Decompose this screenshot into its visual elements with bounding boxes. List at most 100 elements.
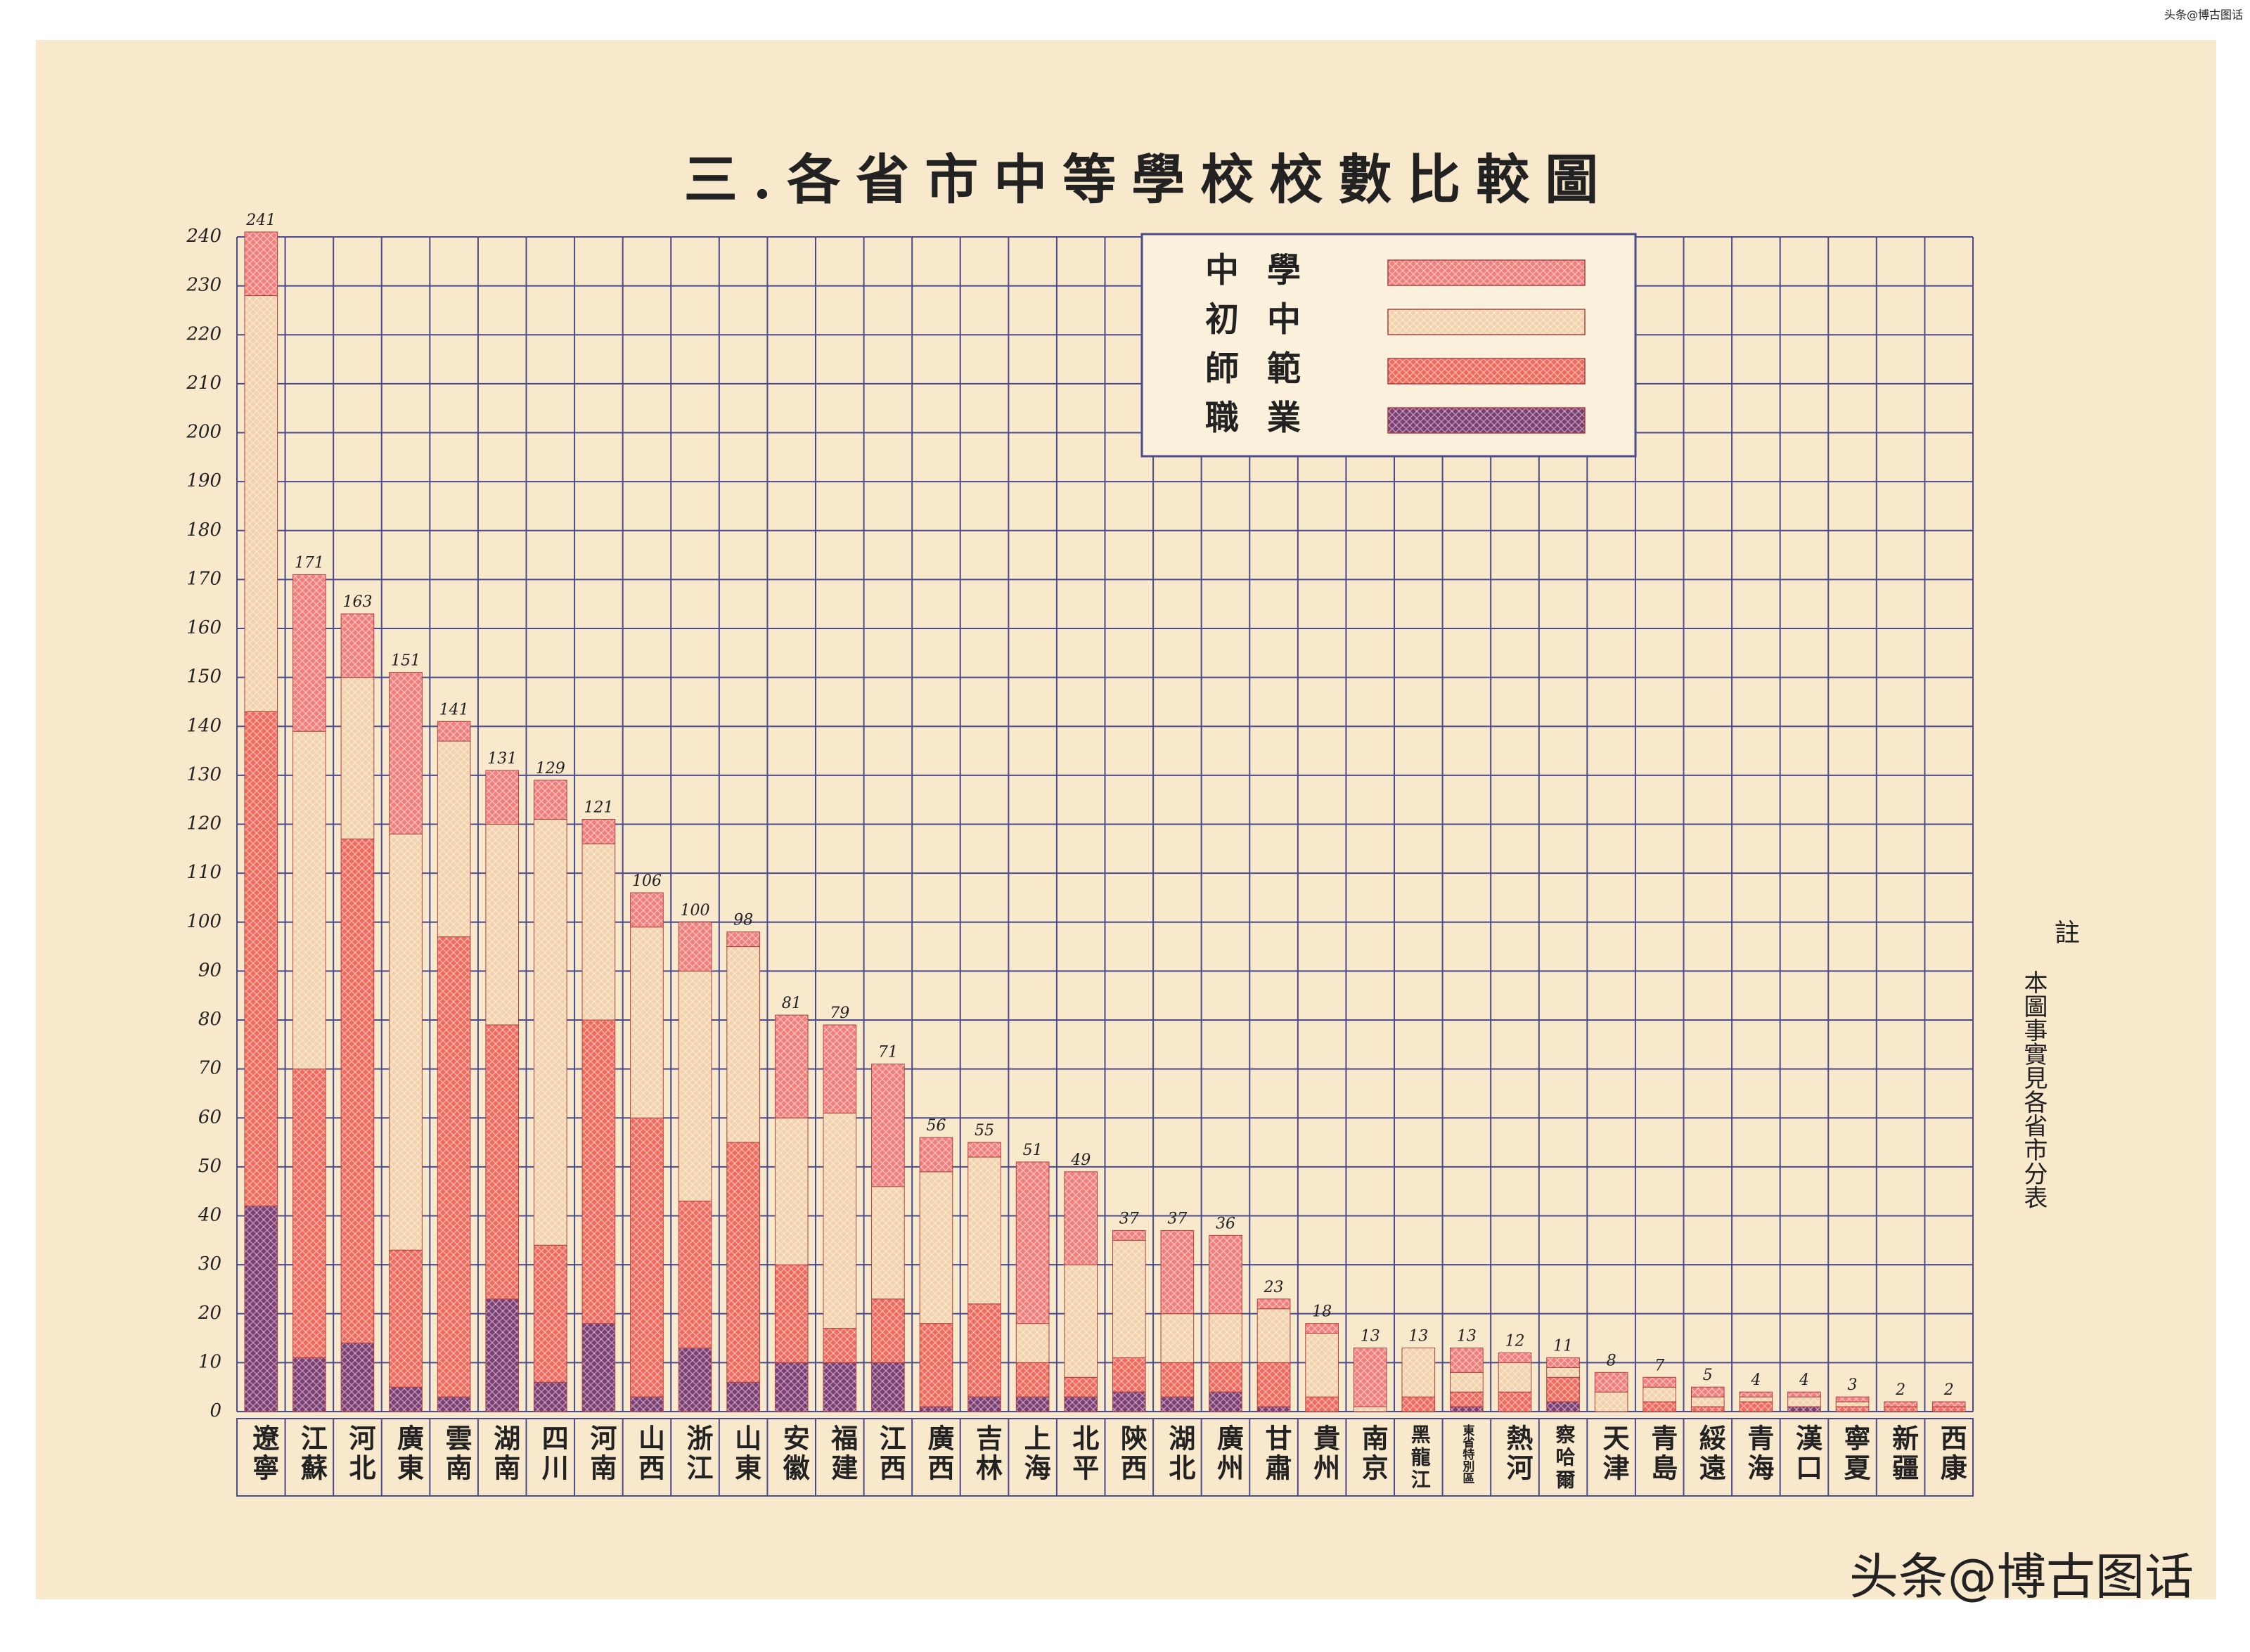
- bar-segment: [678, 922, 712, 972]
- bar-segment: [1305, 1396, 1339, 1412]
- bar-segment: [389, 1249, 423, 1388]
- bar-segment: [823, 1362, 857, 1412]
- value-label: 7: [1654, 1357, 1664, 1374]
- legend-swatch: [1387, 259, 1586, 286]
- y-tick-label: 0: [210, 1400, 221, 1421]
- bar-segment: [1450, 1372, 1484, 1393]
- bar-segment: [1209, 1391, 1242, 1412]
- bar-segment: [1450, 1406, 1484, 1412]
- x-tick-label: 山西: [634, 1424, 665, 1483]
- x-tick-label: 天津: [1598, 1424, 1630, 1483]
- bar-segment: [774, 1362, 809, 1412]
- bar-segment: [1739, 1401, 1773, 1412]
- bar-segment: [1112, 1230, 1146, 1241]
- bar-segment: [1835, 1406, 1870, 1412]
- value-label: 18: [1312, 1303, 1332, 1321]
- bar-segment: [1450, 1347, 1484, 1373]
- y-tick-label: 110: [186, 862, 221, 883]
- bar-segment: [919, 1137, 953, 1173]
- x-tick-label: 察哈爾: [1553, 1424, 1576, 1492]
- bar-segment: [437, 936, 471, 1398]
- bar-segment: [485, 1024, 520, 1300]
- bar-segment: [1305, 1333, 1339, 1398]
- bar-segment: [340, 1343, 375, 1412]
- bar-segment: [919, 1171, 953, 1324]
- bar-segment: [678, 1201, 712, 1348]
- bar-segment: [968, 1396, 1001, 1412]
- x-tick-label: 遼寧: [248, 1424, 280, 1483]
- legend-swatch: [1387, 407, 1586, 434]
- bar-segment: [1015, 1362, 1050, 1398]
- x-tick-label: 湖南: [489, 1424, 521, 1483]
- x-tick-label: 東省特別區: [1460, 1424, 1475, 1484]
- value-label: 13: [1361, 1327, 1380, 1345]
- y-tick-label: 20: [198, 1303, 221, 1324]
- y-tick-label: 230: [186, 275, 221, 296]
- bar-segment: [1642, 1401, 1677, 1412]
- value-label: 106: [632, 872, 662, 890]
- x-tick-label: 新疆: [1888, 1424, 1920, 1483]
- value-label: 11: [1553, 1337, 1573, 1355]
- bar-segment: [1401, 1347, 1436, 1398]
- note-title: 註: [2055, 919, 2080, 948]
- bar-segment: [244, 295, 278, 712]
- bar-segment: [1642, 1376, 1677, 1388]
- legend-label: 師範: [1205, 349, 1329, 389]
- bar-segment: [871, 1186, 905, 1300]
- x-tick-label: 浙江: [682, 1424, 714, 1483]
- value-label: 8: [1607, 1352, 1616, 1369]
- bar-segment: [1064, 1264, 1098, 1378]
- bar-segment: [1546, 1367, 1580, 1378]
- value-label: 131: [487, 750, 517, 768]
- value-label: 5: [1703, 1367, 1713, 1384]
- y-tick-label: 200: [186, 422, 221, 443]
- x-tick-label: 寧夏: [1839, 1424, 1871, 1483]
- x-tick-label: 廣西: [923, 1424, 955, 1483]
- bar-segment: [1498, 1391, 1532, 1412]
- bar-segment: [726, 931, 760, 948]
- bar-segment: [823, 1024, 857, 1114]
- y-tick-label: 160: [186, 617, 221, 638]
- bar-segment: [485, 770, 520, 825]
- x-tick-label: 雲南: [441, 1424, 472, 1483]
- bar-segment: [1546, 1401, 1580, 1412]
- bar-segment: [774, 1014, 809, 1118]
- bar-segment: [581, 819, 616, 844]
- bar-segment: [1160, 1362, 1195, 1398]
- value-label: 56: [926, 1117, 946, 1135]
- bar-segment: [485, 1298, 520, 1412]
- value-label: 2: [1943, 1381, 1954, 1399]
- bar-segment: [1256, 1362, 1291, 1407]
- bar-segment: [1112, 1239, 1146, 1358]
- x-tick-label: 河北: [345, 1424, 376, 1483]
- bar-segment: [871, 1362, 905, 1412]
- bar-segment: [726, 1381, 760, 1412]
- y-tick-label: 170: [186, 568, 221, 589]
- x-tick-label: 上海: [1020, 1424, 1051, 1483]
- x-tick-label: 熱河: [1502, 1424, 1534, 1483]
- value-label: 81: [782, 995, 802, 1012]
- bar-segment: [244, 1206, 278, 1412]
- bar-segment: [244, 231, 278, 297]
- bar-segment: [1835, 1396, 1870, 1402]
- value-label: 4: [1799, 1372, 1809, 1389]
- bar-segment: [340, 838, 375, 1344]
- bar-segment: [1401, 1396, 1436, 1412]
- bar-segment: [1835, 1401, 1870, 1407]
- bar-segment: [1498, 1352, 1532, 1363]
- bar-segment: [1642, 1386, 1677, 1402]
- value-label: 51: [1023, 1142, 1043, 1159]
- value-label: 2: [1895, 1381, 1905, 1399]
- x-tick-label: 安徽: [778, 1424, 810, 1483]
- value-label: 3: [1848, 1376, 1858, 1394]
- bar-segment: [485, 824, 520, 1026]
- value-label: 36: [1216, 1215, 1235, 1232]
- legend-label: 初中: [1205, 300, 1329, 340]
- watermark-small: 头条@博古图话: [2164, 8, 2243, 22]
- bar-segment: [1256, 1308, 1291, 1363]
- value-label: 151: [391, 652, 420, 670]
- value-label: 163: [342, 593, 372, 611]
- bar-segment: [1015, 1396, 1050, 1412]
- x-tick-label: 湖北: [1164, 1424, 1196, 1483]
